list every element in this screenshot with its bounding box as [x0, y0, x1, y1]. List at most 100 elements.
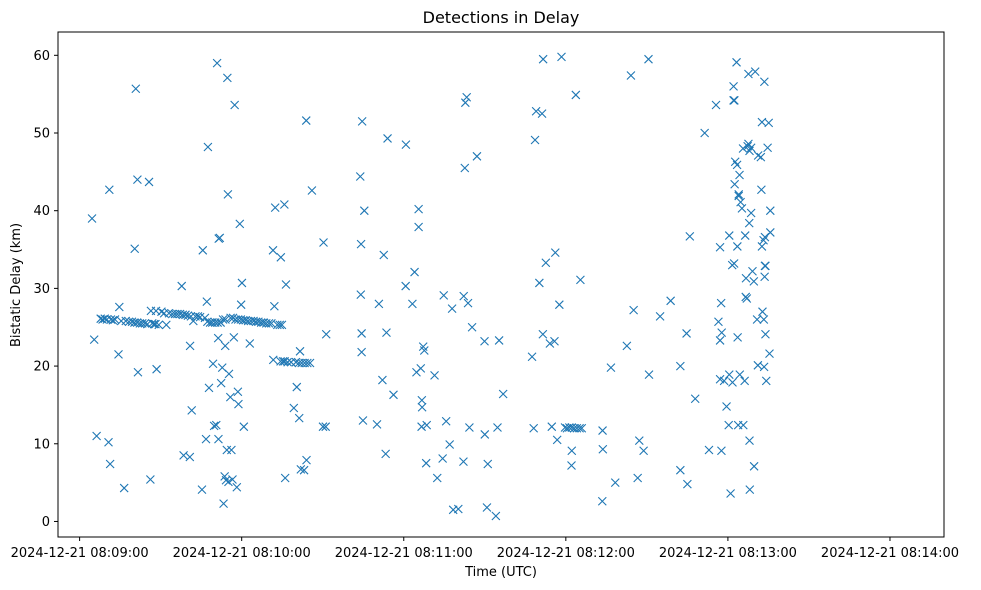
- data-point: [711, 100, 721, 110]
- data-point: [226, 313, 235, 323]
- data-point: [198, 245, 208, 255]
- x-axis-ticks: 2024-12-21 08:09:00 2024-12-21 08:10:00 20…: [11, 537, 959, 561]
- data-point: [441, 416, 451, 426]
- data-point: [104, 185, 114, 195]
- data-point: [598, 444, 608, 454]
- data-point: [460, 163, 470, 173]
- data-point: [356, 239, 366, 249]
- data-point: [187, 405, 197, 415]
- data-point: [644, 54, 653, 64]
- data-point: [728, 378, 737, 387]
- data-point: [760, 272, 770, 282]
- data-point: [729, 81, 738, 91]
- data-point: [756, 152, 766, 162]
- data-point: [538, 329, 548, 339]
- chart-title: Detections in Delay: [423, 8, 580, 27]
- data-point: [764, 118, 774, 128]
- data-point: [227, 445, 236, 455]
- data-point: [280, 473, 290, 483]
- data-point: [234, 399, 243, 409]
- data-points: [87, 52, 775, 521]
- data-point: [408, 299, 417, 309]
- data-point: [606, 363, 616, 373]
- data-point: [292, 382, 302, 392]
- data-point: [527, 352, 537, 362]
- data-point: [417, 422, 426, 432]
- data-point: [576, 275, 585, 285]
- data-point: [108, 315, 118, 325]
- data-point: [209, 421, 219, 431]
- data-point: [738, 420, 748, 430]
- data-point: [734, 189, 744, 199]
- data-point: [283, 357, 292, 367]
- data-point: [761, 329, 770, 339]
- data-point: [453, 504, 463, 514]
- x-tick-label: 2024-12-21 08:12:00: [497, 546, 635, 561]
- data-point: [319, 238, 328, 247]
- data-point: [761, 261, 770, 271]
- data-point: [438, 454, 448, 463]
- data-point: [744, 139, 753, 149]
- data-point: [419, 346, 429, 355]
- data-point: [765, 349, 774, 359]
- data-point: [359, 206, 369, 216]
- data-point: [447, 304, 457, 313]
- x-tick-label: 2024-12-21 08:09:00: [11, 546, 149, 561]
- data-point: [531, 106, 541, 116]
- data-point: [357, 347, 367, 357]
- x-tick-label: 2024-12-21 08:13:00: [659, 546, 797, 561]
- data-point: [106, 315, 116, 324]
- data-point: [203, 142, 213, 152]
- data-point: [267, 318, 276, 328]
- data-point: [417, 395, 427, 405]
- data-point: [224, 477, 233, 487]
- data-point: [732, 160, 742, 170]
- data-point: [218, 315, 228, 324]
- data-point: [294, 413, 304, 423]
- data-point: [571, 90, 581, 100]
- data-point: [177, 281, 187, 291]
- data-point: [482, 503, 492, 512]
- data-point: [597, 496, 607, 506]
- data-point: [717, 446, 726, 456]
- data-point: [460, 98, 470, 108]
- data-point: [268, 355, 278, 365]
- data-point: [759, 362, 769, 372]
- data-point: [719, 376, 729, 386]
- data-point: [193, 311, 203, 321]
- data-point: [737, 203, 747, 213]
- data-point: [212, 58, 222, 68]
- data-point: [741, 273, 751, 283]
- data-point: [185, 341, 195, 351]
- data-point: [557, 52, 566, 62]
- data-point: [724, 370, 734, 380]
- data-point: [401, 140, 411, 150]
- data-point: [463, 298, 473, 308]
- data-point: [133, 175, 142, 185]
- data-point: [357, 329, 367, 338]
- data-point: [465, 423, 474, 432]
- data-point: [245, 339, 255, 348]
- data-point: [89, 335, 99, 345]
- data-point: [130, 244, 140, 254]
- data-point: [554, 300, 564, 310]
- data-point: [131, 84, 141, 94]
- data-point: [567, 461, 576, 470]
- data-point: [374, 299, 384, 309]
- data-point: [732, 57, 741, 67]
- data-point: [356, 290, 366, 299]
- data-point: [715, 336, 725, 345]
- data-point: [759, 315, 769, 324]
- x-tick-label: 2024-12-21 08:14:00: [821, 546, 959, 561]
- data-point: [417, 402, 427, 412]
- data-point: [552, 435, 562, 445]
- data-point: [279, 200, 289, 209]
- data-point: [302, 358, 312, 368]
- data-point: [151, 319, 160, 329]
- x-tick-label: 2024-12-21 08:11:00: [335, 546, 473, 561]
- data-point: [724, 420, 734, 430]
- data-point: [690, 394, 700, 404]
- x-axis-label: Time (UTC): [464, 565, 537, 580]
- data-point: [114, 302, 124, 312]
